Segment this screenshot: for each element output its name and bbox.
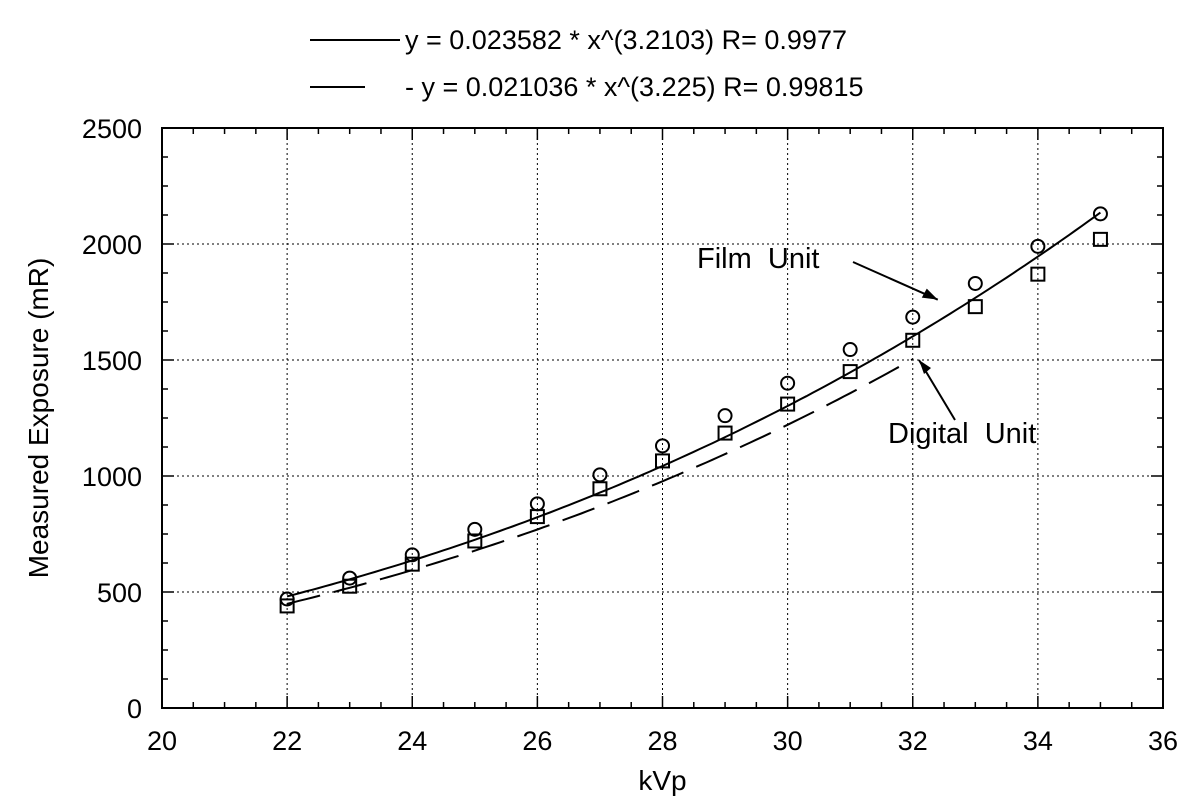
- data-markers: [279, 206, 1108, 614]
- x-tick-label: 24: [397, 726, 427, 756]
- film-data-point: [404, 547, 420, 563]
- y-tick-label: 0: [127, 694, 142, 724]
- x-tick-label: 20: [147, 726, 177, 756]
- y-tick-label: 2000: [82, 230, 142, 260]
- y-tick-label: 2500: [82, 114, 142, 144]
- digital-data-point: [967, 299, 983, 315]
- film-data-point: [967, 275, 983, 291]
- x-tick-label: 36: [1148, 726, 1178, 756]
- digital-data-point: [467, 533, 483, 549]
- digital-data-point: [592, 481, 608, 497]
- film-data-point: [780, 375, 796, 391]
- digital-data-point: [1030, 266, 1046, 282]
- film-data-point: [592, 467, 608, 483]
- film-data-point: [1030, 238, 1046, 254]
- film-data-point: [717, 408, 733, 424]
- film-data-point: [655, 438, 670, 454]
- x-tick-label: 22: [272, 726, 302, 756]
- film-data-point: [342, 570, 358, 586]
- fit-lines: [286, 211, 1101, 605]
- annotation-arrowhead-digital: [919, 360, 932, 374]
- x-tick-label: 34: [1023, 726, 1053, 756]
- axis-ticks: 20 22 24 26 28 30 32 34 36 0 500 1000 1500 2000 2500: [82, 114, 1178, 756]
- x-tick-label: 26: [522, 726, 552, 756]
- digital-data-point: [905, 332, 921, 348]
- y-tick-label: 1500: [82, 346, 142, 376]
- legend: y = 0.023582 * x^(3.2103) R= 0.9977 - y …: [310, 25, 863, 102]
- legend-entry-digital-fit: - y = 0.021036 * x^(3.225) R= 0.99815: [405, 72, 863, 102]
- digital-data-point: [655, 453, 670, 469]
- digital-data-point: [342, 578, 358, 594]
- x-tick-label: 30: [773, 726, 803, 756]
- digital-data-point: [529, 509, 545, 525]
- annotation-arrowhead-film: [921, 288, 938, 300]
- annotation-film-unit: Film Unit: [697, 243, 819, 275]
- x-tick-label: 32: [898, 726, 928, 756]
- digital-data-point: [717, 425, 733, 441]
- annotation-arrow-film: [852, 261, 939, 301]
- y-axis-title: Measured Exposure (mR): [23, 258, 54, 579]
- film-data-point: [905, 309, 921, 325]
- film-data-point: [842, 342, 858, 358]
- digital-data-point: [842, 364, 858, 380]
- digital-data-point: [1092, 231, 1108, 247]
- annotation-digital-unit: Digital Unit: [888, 418, 1036, 450]
- annotations: Film Unit Digital Unit: [697, 243, 1036, 450]
- y-tick-label: 500: [97, 578, 142, 608]
- legend-entry-film-fit: y = 0.023582 * x^(3.2103) R= 0.9977: [405, 25, 847, 55]
- x-axis-title: kVp: [638, 765, 686, 796]
- digital-data-point: [780, 396, 796, 412]
- film-data-point: [1092, 206, 1108, 222]
- gridlines: [162, 128, 1163, 708]
- y-tick-label: 1000: [82, 462, 142, 492]
- x-tick-label: 28: [647, 726, 677, 756]
- film-data-point: [467, 521, 483, 537]
- fit-line-digital: [286, 358, 914, 605]
- fit-line-film: [286, 211, 1101, 598]
- digital-data-point: [404, 556, 420, 572]
- digital-data-point: [279, 598, 295, 614]
